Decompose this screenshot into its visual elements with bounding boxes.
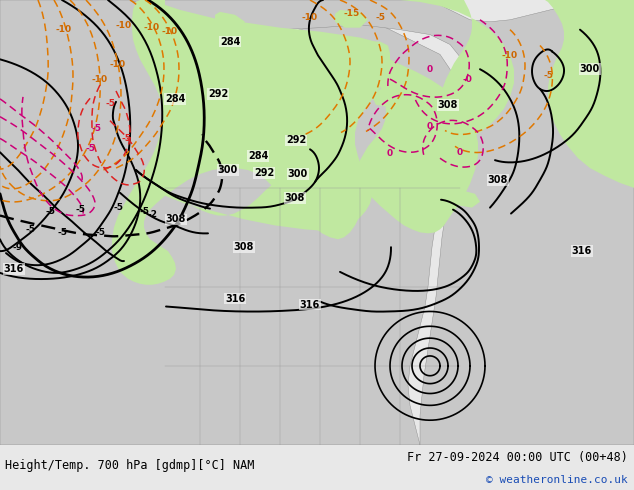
- Text: -5: -5: [45, 207, 55, 216]
- Text: 0: 0: [427, 122, 433, 131]
- Text: -5: -5: [543, 71, 553, 80]
- Text: © weatheronline.co.uk: © weatheronline.co.uk: [486, 475, 628, 485]
- Text: Height/Temp. 700 hPa [gdmp][°C] NAM: Height/Temp. 700 hPa [gdmp][°C] NAM: [5, 459, 254, 472]
- Text: -9: -9: [13, 243, 23, 252]
- Text: -5: -5: [25, 225, 35, 234]
- Text: -5: -5: [105, 99, 115, 108]
- Text: -10: -10: [110, 60, 126, 69]
- Polygon shape: [372, 89, 396, 107]
- Text: 292: 292: [254, 168, 274, 178]
- Text: -5: -5: [85, 144, 95, 153]
- Text: 308: 308: [438, 100, 458, 110]
- Text: 284: 284: [248, 151, 268, 161]
- Polygon shape: [112, 0, 390, 285]
- Polygon shape: [358, 42, 478, 233]
- Text: -5: -5: [375, 13, 385, 23]
- Text: 284: 284: [165, 94, 185, 104]
- Text: -5: -5: [95, 228, 105, 237]
- Text: 292: 292: [208, 89, 228, 99]
- Text: 308: 308: [285, 193, 305, 203]
- Text: -10: -10: [116, 21, 132, 30]
- Text: -5: -5: [121, 134, 131, 143]
- Text: -15: -15: [344, 9, 360, 18]
- Polygon shape: [335, 10, 368, 27]
- Text: 316: 316: [225, 294, 245, 304]
- Polygon shape: [165, 152, 372, 230]
- Text: 0: 0: [427, 65, 433, 74]
- Text: 300: 300: [580, 64, 600, 74]
- Text: 308: 308: [166, 215, 186, 224]
- Polygon shape: [294, 178, 320, 196]
- Text: -10: -10: [502, 51, 518, 60]
- Text: 292: 292: [286, 135, 306, 146]
- Text: 316: 316: [4, 264, 24, 274]
- Text: -10: -10: [302, 13, 318, 23]
- Text: 284: 284: [220, 37, 240, 47]
- Text: -5: -5: [75, 205, 85, 214]
- Text: 316: 316: [572, 246, 592, 256]
- Polygon shape: [400, 0, 634, 188]
- Text: 0: 0: [457, 148, 463, 157]
- Text: -0: -0: [462, 74, 472, 84]
- Text: -2: -2: [147, 210, 157, 219]
- Polygon shape: [454, 190, 480, 208]
- Text: 316: 316: [300, 299, 320, 310]
- Text: -10: -10: [92, 74, 108, 84]
- Text: 308: 308: [234, 242, 254, 252]
- Text: -5: -5: [139, 207, 149, 216]
- Text: -5: -5: [91, 124, 101, 133]
- Text: -10: -10: [56, 25, 72, 34]
- Text: -5: -5: [113, 203, 123, 212]
- Polygon shape: [130, 0, 634, 445]
- Text: Fr 27-09-2024 00:00 UTC (00+48): Fr 27-09-2024 00:00 UTC (00+48): [407, 451, 628, 464]
- Text: 300: 300: [218, 165, 238, 175]
- Text: -10: -10: [162, 27, 178, 36]
- Text: 308: 308: [488, 175, 508, 185]
- Polygon shape: [215, 12, 245, 27]
- Text: -10: -10: [144, 23, 160, 32]
- Polygon shape: [0, 0, 462, 445]
- Text: -5: -5: [57, 228, 67, 237]
- Text: 0: 0: [387, 149, 393, 158]
- Text: 300: 300: [288, 169, 308, 179]
